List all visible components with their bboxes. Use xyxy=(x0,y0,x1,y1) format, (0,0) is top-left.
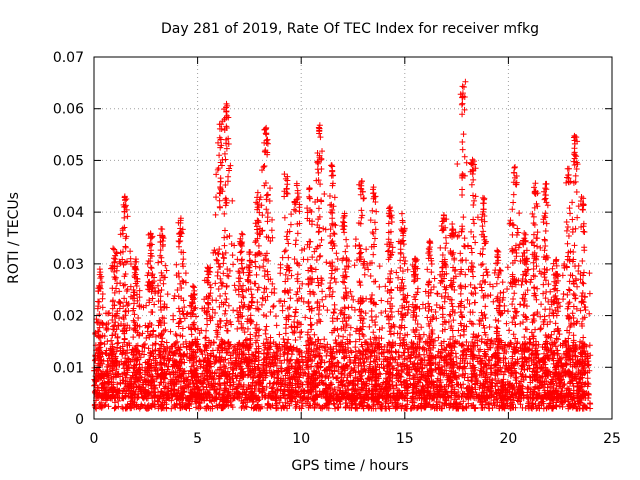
data-point-plus xyxy=(508,399,515,406)
data-point-plus xyxy=(172,404,179,411)
data-point-plus xyxy=(462,404,469,411)
data-point-plus xyxy=(406,375,413,382)
data-point-plus xyxy=(105,403,112,410)
grid-lines xyxy=(94,57,612,419)
data-point-plus xyxy=(141,344,148,351)
data-point-plus xyxy=(216,401,223,408)
data-point-plus xyxy=(227,352,234,359)
data-point-plus xyxy=(454,364,461,371)
data-point-plus xyxy=(195,405,202,412)
data-point-plus xyxy=(138,402,145,409)
data-point-plus xyxy=(335,404,342,411)
data-point-plus xyxy=(535,355,542,362)
data-point-plus xyxy=(115,403,122,410)
data-point-plus xyxy=(163,339,170,346)
data-point-plus xyxy=(302,354,309,361)
data-point-plus xyxy=(192,404,199,411)
data-point-plus xyxy=(324,341,331,348)
data-point-plus xyxy=(436,370,443,377)
data-point-plus xyxy=(292,404,299,411)
data-point-plus xyxy=(582,380,589,387)
data-point-plus xyxy=(390,385,397,392)
data-point-plus xyxy=(352,338,359,345)
data-point-plus xyxy=(164,344,171,351)
data-point-plus xyxy=(158,379,165,386)
data-point-plus xyxy=(230,344,237,351)
data-point-plus xyxy=(236,377,243,384)
data-point-plus xyxy=(334,359,341,366)
chart-title: Day 281 of 2019, Rate Of TEC Index for r… xyxy=(161,21,539,37)
data-point-plus xyxy=(137,403,144,410)
data-point-plus xyxy=(151,403,158,410)
data-point-plus xyxy=(546,400,553,407)
data-point-plus xyxy=(465,400,472,407)
data-point-plus xyxy=(349,401,356,408)
data-point-plus xyxy=(459,341,466,348)
data-point-plus xyxy=(112,353,119,360)
data-point-plus xyxy=(483,370,490,377)
data-point-plus xyxy=(209,403,216,410)
data-point-plus xyxy=(420,344,427,351)
data-point-plus xyxy=(254,402,261,409)
data-point-plus xyxy=(111,405,118,412)
data-point-plus xyxy=(514,339,521,346)
data-point-plus xyxy=(390,403,397,410)
data-point-plus xyxy=(243,403,250,410)
data-point-plus xyxy=(518,366,525,373)
data-point-plus xyxy=(334,375,341,382)
data-point-plus xyxy=(525,362,532,369)
data-point-plus xyxy=(159,399,166,406)
data-point-plus xyxy=(114,381,121,388)
data-point-plus xyxy=(463,338,470,345)
data-point-plus xyxy=(140,342,147,349)
data-point-plus xyxy=(349,400,356,407)
data-point-plus xyxy=(525,398,532,405)
data-point-plus xyxy=(270,380,277,387)
data-point-plus xyxy=(152,340,159,347)
data-points xyxy=(91,78,594,412)
data-point-plus xyxy=(115,397,122,404)
data-point-plus xyxy=(376,370,383,377)
data-point-plus xyxy=(586,342,593,349)
data-point-plus xyxy=(299,403,306,410)
data-point-plus xyxy=(375,375,382,382)
data-point-plus xyxy=(549,404,556,411)
data-point-plus xyxy=(430,342,437,349)
